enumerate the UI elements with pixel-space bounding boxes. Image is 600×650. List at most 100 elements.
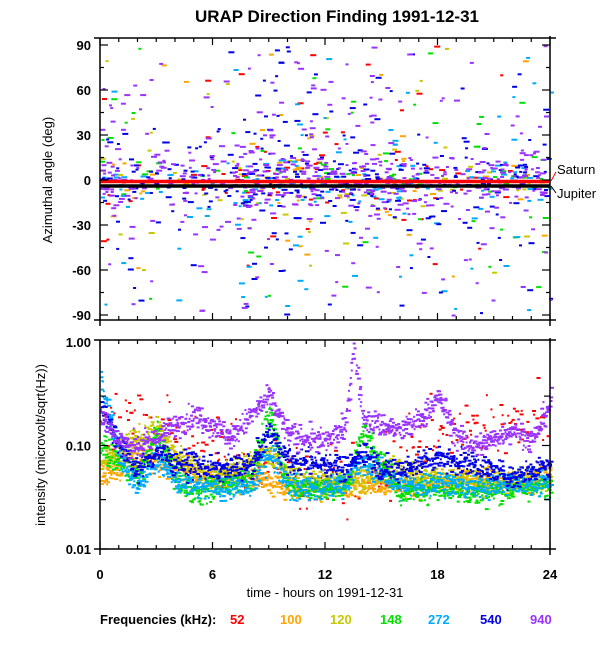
intensity-point bbox=[547, 487, 550, 490]
intensity-point bbox=[104, 461, 108, 464]
intensity-point bbox=[343, 487, 346, 490]
intensity-point bbox=[274, 475, 279, 478]
azimuth-point bbox=[140, 197, 145, 200]
azimuth-point bbox=[388, 129, 394, 131]
azimuth-point bbox=[401, 190, 407, 193]
azimuth-series-52 bbox=[100, 45, 513, 267]
intensity-point bbox=[436, 467, 439, 470]
intensity-point bbox=[245, 481, 250, 484]
azimuth-point bbox=[385, 200, 389, 203]
azimuth-point bbox=[283, 144, 290, 147]
azimuth-point bbox=[320, 156, 324, 159]
intensity-point bbox=[499, 404, 504, 406]
azimuth-point bbox=[389, 191, 396, 194]
azimuth-point bbox=[425, 187, 430, 190]
azimuth-point bbox=[488, 265, 492, 268]
intensity-point bbox=[423, 468, 427, 471]
intensity-point bbox=[442, 472, 445, 475]
azimuth-point bbox=[324, 161, 329, 164]
intensity-point bbox=[236, 490, 240, 493]
intensity-point bbox=[378, 453, 382, 456]
intensity-point bbox=[212, 497, 215, 500]
intensity-point bbox=[438, 487, 440, 489]
azimuth-point bbox=[478, 207, 484, 210]
intensity-point bbox=[267, 456, 271, 459]
azimuth-point bbox=[120, 128, 126, 131]
azimuth-point bbox=[121, 262, 127, 265]
intensity-point bbox=[177, 460, 182, 462]
azimuth-point bbox=[365, 227, 370, 230]
intensity-point bbox=[249, 481, 252, 484]
azimuth-point bbox=[317, 158, 324, 161]
azimuth-point bbox=[530, 168, 534, 171]
azimuth-point bbox=[384, 171, 389, 174]
intensity-point bbox=[201, 483, 205, 486]
intensity-point bbox=[126, 461, 130, 464]
azimuth-point bbox=[106, 138, 110, 141]
intensity-point bbox=[247, 459, 250, 462]
azimuth-point bbox=[407, 213, 411, 216]
azimuth-point bbox=[319, 154, 325, 157]
intensity-point bbox=[214, 486, 217, 489]
azimuth-point bbox=[297, 102, 304, 105]
azimuth-point bbox=[136, 166, 140, 169]
intensity-point bbox=[138, 477, 141, 480]
intensity-point bbox=[134, 468, 137, 471]
azimuth-point bbox=[485, 210, 490, 213]
intensity-point bbox=[279, 492, 283, 494]
intensity-point bbox=[382, 466, 387, 469]
intensity-point bbox=[486, 489, 489, 492]
azimuth-point bbox=[248, 151, 255, 154]
azimuth-point bbox=[268, 53, 274, 56]
intensity-point bbox=[213, 481, 217, 484]
azimuth-point bbox=[314, 171, 318, 173]
azimuth-point bbox=[285, 239, 291, 242]
intensity-point bbox=[315, 477, 319, 480]
intensity-point bbox=[521, 487, 525, 490]
azimuth-point bbox=[275, 75, 279, 78]
intensity-point bbox=[131, 447, 136, 449]
intensity-point bbox=[233, 493, 236, 496]
intensity-point bbox=[274, 453, 279, 455]
intensity-point bbox=[541, 479, 544, 482]
intensity-point bbox=[165, 477, 170, 480]
intensity-point bbox=[273, 427, 276, 430]
intensity-point bbox=[475, 470, 477, 473]
azimuth-point bbox=[329, 110, 334, 113]
intensity-point bbox=[249, 454, 253, 457]
azimuth-point bbox=[267, 238, 270, 241]
azimuth-point bbox=[392, 216, 397, 219]
azimuth-point bbox=[386, 198, 392, 201]
intensity-point bbox=[158, 441, 162, 444]
azimuth-point bbox=[320, 197, 325, 200]
intensity-point bbox=[384, 465, 387, 468]
azimuth-point bbox=[490, 167, 494, 169]
azimuth-point bbox=[500, 74, 504, 77]
intensity-point bbox=[284, 465, 287, 468]
azimuth-point bbox=[120, 194, 127, 197]
intensity-point bbox=[377, 458, 380, 461]
azimuth-point bbox=[379, 164, 383, 167]
azimuth-point bbox=[105, 60, 109, 63]
intensity-point bbox=[413, 493, 418, 496]
intensity-point bbox=[264, 461, 268, 464]
intensity-point bbox=[334, 495, 337, 498]
azimuth-point bbox=[500, 176, 505, 178]
azimuth-point bbox=[225, 220, 231, 223]
intensity-point bbox=[121, 465, 124, 468]
azimuth-point bbox=[311, 193, 317, 196]
intensity-point bbox=[167, 465, 169, 467]
azimuth-point bbox=[348, 204, 355, 207]
azimuth-point bbox=[309, 136, 314, 139]
azimuth-point bbox=[124, 194, 131, 197]
azimuth-point bbox=[269, 204, 274, 207]
intensity-point bbox=[289, 499, 292, 501]
azimuth-point bbox=[133, 287, 137, 289]
azimuth-point bbox=[328, 200, 333, 202]
azimuth-point bbox=[252, 193, 258, 196]
azimuth-point bbox=[190, 264, 197, 267]
intensity-point bbox=[464, 482, 467, 485]
intensity-point bbox=[103, 445, 107, 448]
intensity-point bbox=[381, 481, 384, 484]
intensity-point bbox=[288, 485, 290, 488]
